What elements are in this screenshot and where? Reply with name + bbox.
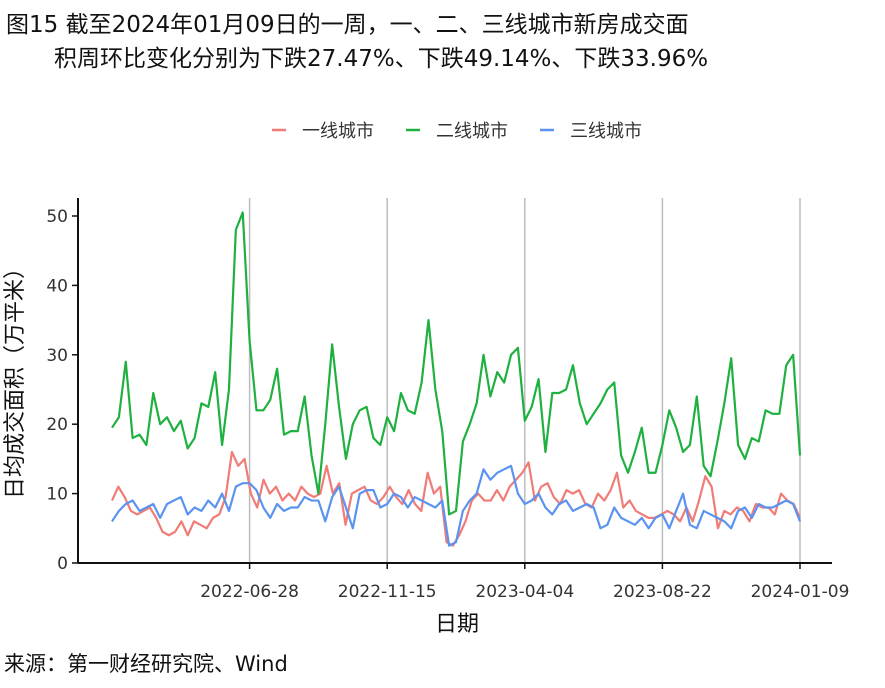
x-tick-label: 2023-08-22 [613,582,712,602]
x-tick-labels: 2022-06-28 2022-11-15 2023-04-04 2023-08-22… [200,582,849,602]
x-axis-title: 日期 [435,612,479,637]
y-tick-labels: 0 10 20 30 40 50 [46,207,78,574]
chart-title: 图15 截至2024年01月09日的一周，一、二、三线城市新房成交面 积周环比变… [6,8,708,76]
x-tick-label: 2022-06-28 [200,582,299,602]
axes [77,198,832,564]
series-line-1 [110,450,802,547]
legend-label-1: 一线城市 [302,121,374,142]
y-tick-label: 20 [46,415,68,435]
legend: 一线城市 二线城市 三线城市 [272,121,642,142]
y-axis-title: 日均成交面积（万平米） [3,257,28,499]
source-note: 来源：第一财经研究院、Wind [4,652,288,676]
y-tick-label: 40 [46,276,68,296]
series-line-3 [111,464,802,547]
title-line-2: 积周环比变化分别为下跌27.47%、下跌49.14%、下跌33.96% [54,46,709,72]
x-tick-label: 2024-01-09 [751,582,850,602]
y-tick-label: 30 [46,346,68,366]
y-tick-label: 0 [57,554,68,574]
legend-label-2: 二线城市 [436,121,508,142]
x-tick-label: 2023-04-04 [475,582,574,602]
legend-label-3: 三线城市 [570,121,642,142]
series-line-2 [111,211,802,516]
title-line-1: 图15 截至2024年01月09日的一周，一、二、三线城市新房成交面 [6,12,689,38]
x-gridlines [248,198,801,569]
y-tick-label: 50 [46,207,68,227]
y-tick-label: 10 [46,485,68,505]
series-lines [110,211,802,547]
x-tick-label: 2022-11-15 [338,582,437,602]
